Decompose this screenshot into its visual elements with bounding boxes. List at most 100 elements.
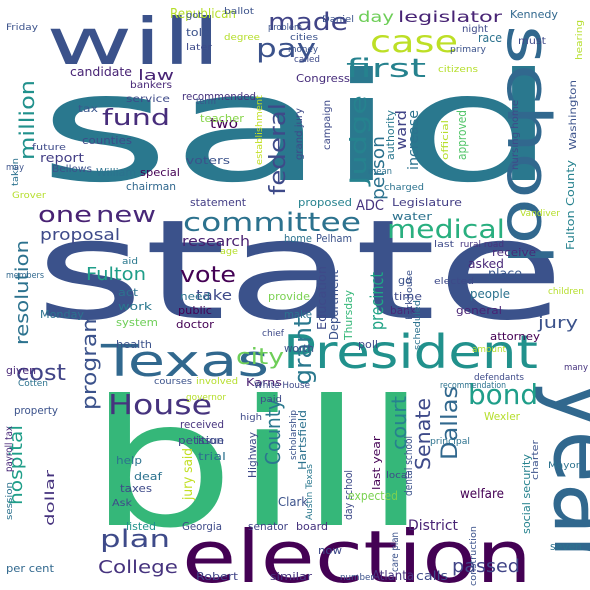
word: defendants bbox=[474, 373, 524, 383]
word: case bbox=[370, 25, 458, 60]
word: listed bbox=[126, 520, 156, 533]
word: many bbox=[564, 363, 589, 373]
word: day school bbox=[342, 470, 355, 520]
word: act bbox=[118, 286, 139, 299]
word: help bbox=[116, 454, 142, 467]
word: deaf bbox=[134, 470, 163, 483]
word: seven bbox=[550, 540, 582, 553]
word: social security bbox=[520, 454, 533, 534]
word: similar bbox=[270, 570, 313, 583]
word: state bbox=[35, 190, 565, 351]
word: courses bbox=[154, 377, 192, 387]
word: service bbox=[126, 94, 170, 105]
word: chief bbox=[262, 329, 285, 339]
word: problem bbox=[268, 23, 302, 33]
word: per cent bbox=[6, 562, 55, 575]
word: attorney bbox=[490, 330, 541, 343]
word: primary bbox=[450, 45, 487, 55]
word: public bbox=[178, 304, 212, 317]
word: received bbox=[180, 418, 224, 431]
word: ADC bbox=[356, 198, 384, 214]
word: jury bbox=[537, 313, 578, 332]
word: grand jury bbox=[294, 108, 305, 160]
word: law bbox=[138, 68, 174, 84]
word: Department bbox=[327, 270, 341, 340]
word: Ask bbox=[112, 498, 132, 509]
word: asked bbox=[468, 257, 504, 271]
word: future bbox=[32, 143, 67, 153]
word: degree bbox=[224, 33, 261, 43]
word: Monday bbox=[40, 308, 84, 321]
word: school bbox=[493, 25, 563, 265]
word: William bbox=[96, 166, 136, 179]
word: Education bbox=[315, 266, 329, 330]
word: fund bbox=[102, 106, 170, 131]
word: health bbox=[116, 338, 152, 351]
word: high bbox=[240, 413, 262, 423]
word: Highway bbox=[246, 432, 259, 478]
word: Atlanta bbox=[372, 569, 414, 584]
word: million bbox=[15, 80, 39, 160]
word: amount bbox=[472, 345, 506, 355]
word: Thursday bbox=[342, 290, 355, 341]
word: Mayor bbox=[548, 461, 580, 471]
word: payroll tax bbox=[4, 426, 15, 472]
word: scheduled bbox=[413, 300, 423, 350]
word: tax bbox=[78, 104, 98, 115]
word: later bbox=[186, 43, 212, 53]
word: day bbox=[358, 8, 394, 26]
word: Texas bbox=[100, 336, 269, 387]
word: involved bbox=[196, 377, 238, 387]
word: mean bbox=[368, 167, 392, 177]
word: voters bbox=[186, 154, 230, 167]
word: elected bbox=[434, 277, 474, 287]
word: teacher bbox=[200, 112, 244, 125]
word: court bbox=[387, 396, 411, 450]
word: Republican bbox=[170, 7, 236, 22]
word: candidate bbox=[70, 65, 132, 79]
word: recommendation bbox=[440, 381, 506, 391]
word: Karns bbox=[246, 376, 282, 389]
word: charged bbox=[384, 183, 424, 193]
word: Fulton County bbox=[564, 159, 577, 250]
word: provide bbox=[268, 290, 310, 303]
word: District bbox=[408, 518, 458, 534]
word: Senate bbox=[411, 398, 435, 470]
word: Legislature bbox=[392, 196, 462, 209]
word: federal bbox=[266, 103, 291, 195]
word: aid bbox=[122, 257, 138, 267]
word: children bbox=[548, 287, 584, 297]
word: principal bbox=[430, 437, 470, 447]
word: increase bbox=[406, 110, 422, 170]
word: jury said bbox=[181, 448, 196, 501]
word: proposed bbox=[298, 196, 352, 209]
word: charter bbox=[531, 440, 541, 480]
word: ward bbox=[394, 110, 410, 150]
word: Georgia bbox=[182, 520, 222, 533]
word: two bbox=[210, 116, 238, 132]
word: cities bbox=[290, 33, 318, 43]
word: person bbox=[368, 136, 389, 200]
word: Wexler bbox=[484, 410, 520, 423]
word: medical bbox=[387, 215, 505, 245]
word: receive bbox=[492, 246, 536, 259]
word: session bbox=[5, 482, 15, 520]
word: hearing bbox=[575, 20, 585, 60]
word: ballot bbox=[224, 7, 255, 17]
word: Hartsfield bbox=[296, 410, 309, 470]
word: precinct bbox=[367, 272, 388, 330]
word: counties bbox=[82, 134, 132, 147]
word: trial bbox=[198, 450, 226, 463]
word: night bbox=[462, 24, 488, 35]
word: Daniel bbox=[322, 15, 354, 25]
word: year bbox=[532, 380, 590, 570]
word: now bbox=[318, 544, 342, 557]
word: term bbox=[196, 97, 216, 107]
word: establishment bbox=[255, 94, 265, 165]
word: said bbox=[38, 42, 558, 216]
word: board bbox=[296, 520, 328, 533]
word: taxes bbox=[120, 482, 152, 495]
word: welfare bbox=[460, 487, 504, 502]
